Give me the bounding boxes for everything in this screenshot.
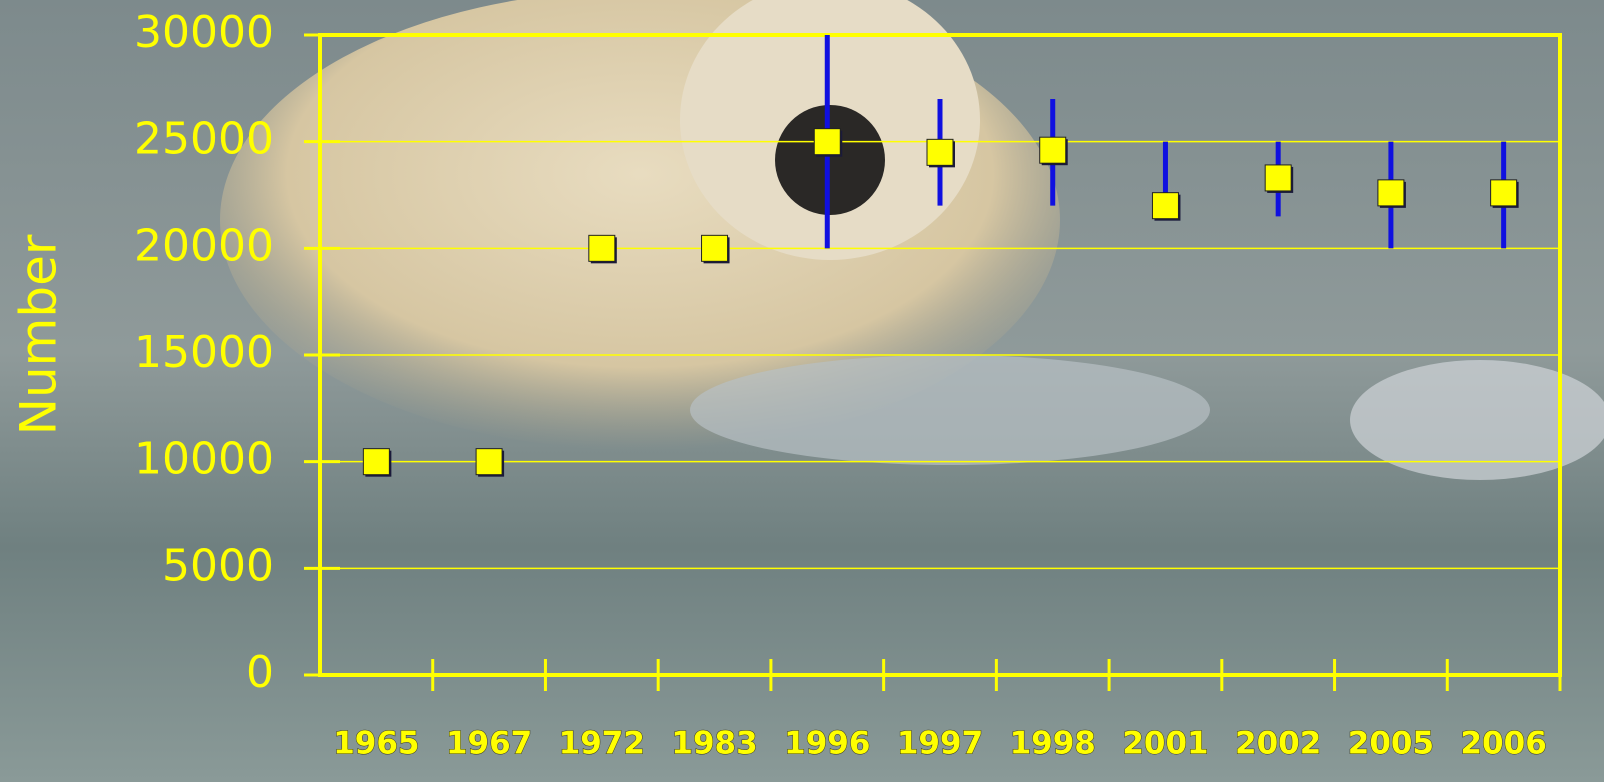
marker bbox=[1264, 164, 1292, 192]
x-tick-label: 1967 bbox=[446, 726, 532, 762]
marker bbox=[475, 448, 503, 476]
x-tick-label: 1972 bbox=[559, 726, 645, 762]
x-tick-label: 2006 bbox=[1460, 726, 1546, 762]
x-tick-label: 1983 bbox=[671, 726, 757, 762]
plot-frame bbox=[318, 33, 1562, 677]
y-tick-label: 30000 bbox=[134, 7, 274, 58]
marker bbox=[588, 234, 616, 262]
y-tick-label: 15000 bbox=[134, 327, 274, 378]
marker bbox=[1151, 192, 1179, 220]
marker bbox=[701, 234, 729, 262]
y-tick-label: 5000 bbox=[162, 540, 274, 591]
marker bbox=[926, 138, 954, 166]
marker bbox=[1377, 179, 1405, 207]
marker bbox=[1039, 136, 1067, 164]
x-tick-label: 2002 bbox=[1235, 726, 1321, 762]
x-tick-label: 1996 bbox=[784, 726, 870, 762]
x-tick-label: 1998 bbox=[1010, 726, 1096, 762]
marker bbox=[1490, 179, 1518, 207]
x-tick-label: 1997 bbox=[897, 726, 983, 762]
x-tick-label: 2005 bbox=[1348, 726, 1434, 762]
y-axis-label: Number bbox=[10, 234, 68, 435]
ice bbox=[690, 355, 1210, 465]
y-tick-label: 20000 bbox=[134, 220, 274, 271]
marker bbox=[362, 448, 390, 476]
marker bbox=[813, 128, 841, 156]
y-tick-label: 0 bbox=[246, 647, 274, 698]
x-tick-label: 1965 bbox=[333, 726, 419, 762]
ice bbox=[1350, 360, 1604, 480]
y-tick-label: 25000 bbox=[134, 114, 274, 165]
bear-nose bbox=[775, 105, 885, 215]
x-tick-label: 2001 bbox=[1122, 726, 1208, 762]
y-tick-label: 10000 bbox=[134, 434, 274, 485]
